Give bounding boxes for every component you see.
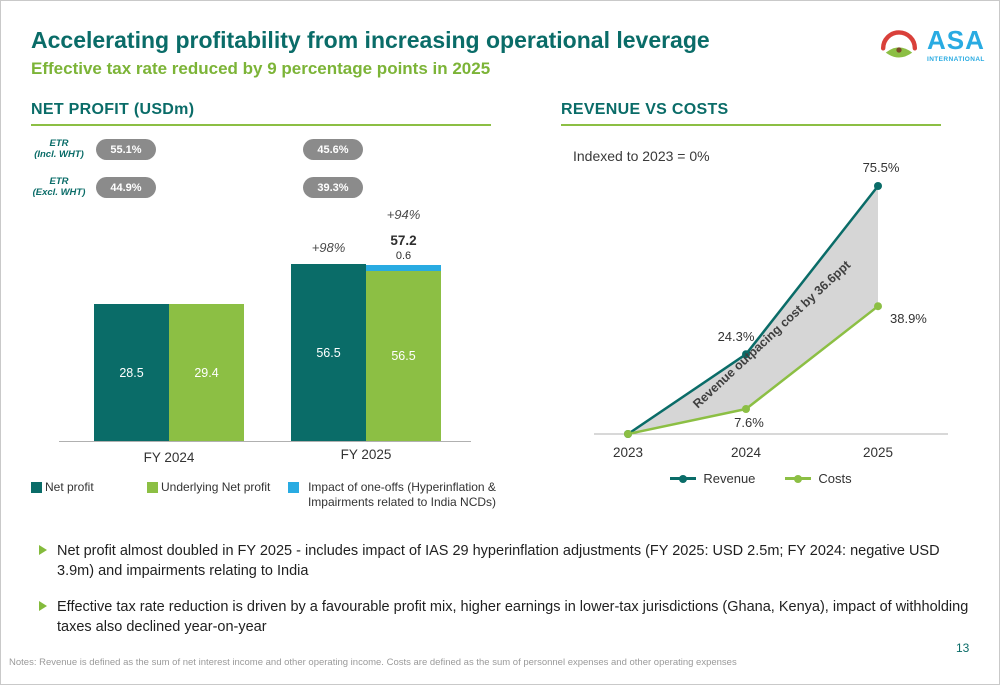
bar-underlying-fy2024: 29.4	[169, 304, 244, 441]
footer-notes: Notes: Revenue is defined as the sum of …	[9, 657, 737, 668]
costs-point-marker	[624, 430, 632, 438]
page-title: Accelerating profitability from increasi…	[31, 27, 710, 53]
costs-point-marker	[874, 302, 882, 311]
revenue-point-marker	[742, 350, 750, 359]
revenue-point-marker	[874, 182, 882, 190]
legend-swatch-one-offs	[288, 482, 299, 493]
logo-subtext: INTERNATIONAL	[927, 56, 985, 63]
etr-excl-badge-fy2025: 39.3%	[303, 177, 363, 198]
bullet-text: Effective tax rate reduction is driven b…	[57, 599, 969, 635]
band-area	[628, 186, 878, 434]
bar-value: 28.5	[119, 365, 144, 380]
costs-line-marker-icon	[785, 474, 812, 483]
bar-underlying-fy2025: 56.5	[366, 271, 441, 441]
revenue-line-marker-icon	[670, 474, 697, 483]
legend-swatch-net-profit	[31, 482, 42, 493]
legend-item-costs: Costs	[785, 471, 852, 486]
total-label-fy2025: 57.2	[390, 233, 417, 248]
net-profit-panel-title: NET PROFIT (USDm)	[31, 101, 195, 118]
x-tick-2024: 2024	[730, 445, 762, 460]
bar-net-profit-fy2025: 56.5	[291, 264, 366, 441]
logo-wordmark: ASA	[927, 25, 985, 55]
legend-label-net-profit: Net profit	[45, 480, 94, 494]
etr-excl-wht-label: ETR (Excl. WHT)	[32, 176, 86, 198]
revenue-label-2024: 24.3%	[717, 329, 755, 344]
bullet-arrow-icon	[39, 545, 47, 555]
revenue-costs-legend: Revenue Costs	[561, 471, 961, 486]
bar-chart-axis	[59, 441, 471, 442]
costs-point-marker	[742, 405, 750, 413]
costs-label-2024: 7.6%	[734, 415, 764, 430]
bar-value: 56.5	[391, 349, 416, 363]
bar-value: 29.4	[194, 365, 219, 380]
revenue-costs-plot	[594, 182, 948, 438]
bullet-item: Net profit almost doubled in FY 2025 - i…	[39, 541, 969, 581]
bullet-text: Net profit almost doubled in FY 2025 - i…	[57, 543, 940, 579]
growth-net-fy2025: +98%	[311, 240, 346, 255]
etr-incl-badge-fy2024: 55.1%	[96, 139, 156, 160]
legend-label-costs: Costs	[818, 471, 852, 486]
page-number: 13	[956, 641, 970, 655]
legend-swatch-underlying	[147, 482, 158, 493]
revenue-label-2025: 75.5%	[862, 160, 900, 175]
x-tick-2025: 2025	[862, 445, 894, 460]
group-label-fy2025: FY 2025	[340, 447, 392, 462]
bar-net-profit-fy2024: 28.5	[94, 304, 169, 441]
revenue-costs-panel-title: REVENUE VS COSTS	[561, 101, 729, 118]
legend-label-underlying: Underlying Net profit	[161, 480, 271, 494]
asa-logo: ASA INTERNATIONAL	[877, 21, 984, 73]
legend-label-one-offs: Impact of one-offs (Hyperinflation & Imp…	[307, 480, 497, 509]
etr-excl-badge-fy2024: 44.9%	[96, 177, 156, 198]
growth-underlying-fy2025: +94%	[386, 207, 421, 222]
costs-label-2025: 38.9%	[890, 311, 927, 326]
revenue-costs-title-underline	[561, 124, 941, 126]
legend-item-revenue: Revenue	[670, 471, 755, 486]
legend-label-revenue: Revenue	[703, 471, 756, 486]
index-note: Indexed to 2023 = 0%	[573, 148, 710, 164]
group-label-fy2024: FY 2024	[143, 450, 195, 465]
etr-incl-wht-label: ETR (Incl. WHT)	[34, 138, 84, 160]
one-off-segment-fy2025	[366, 265, 441, 271]
page-subtitle: Effective tax rate reduced by 9 percenta…	[31, 59, 491, 78]
net-profit-title-underline	[31, 124, 491, 126]
asa-sunrise-hands-icon	[880, 30, 918, 58]
bar-value: 56.5	[316, 345, 341, 360]
etr-incl-badge-fy2025: 45.6%	[303, 139, 363, 160]
x-tick-2023: 2023	[612, 445, 644, 460]
one-off-value-label: 0.6	[395, 250, 412, 262]
bullet-item: Effective tax rate reduction is driven b…	[39, 597, 969, 637]
bullet-arrow-icon	[39, 601, 47, 611]
